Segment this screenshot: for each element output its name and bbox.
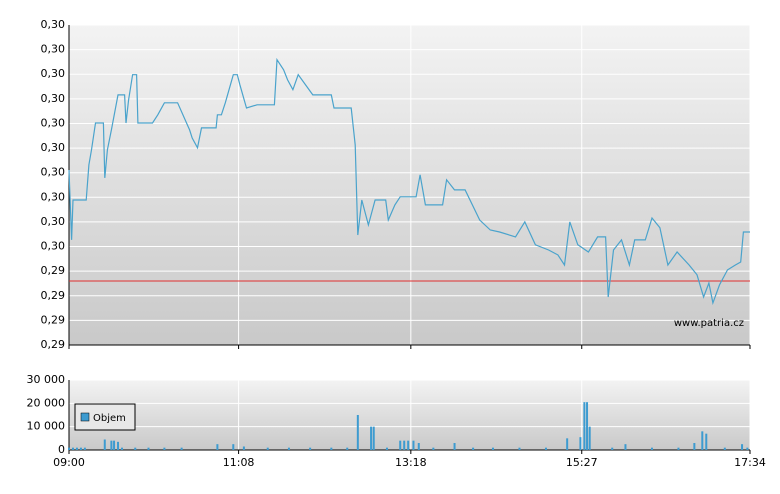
volume-bar: [407, 440, 410, 450]
y-tick-label: 0,30: [41, 67, 66, 80]
y-tick-label: 0,30: [41, 43, 66, 56]
legend-swatch: [80, 412, 90, 422]
volume-bar: [309, 447, 312, 450]
volume-bar: [588, 426, 591, 450]
volume-bar: [723, 447, 726, 450]
volume-bar: [370, 426, 373, 450]
y-tick-label: 0,30: [41, 92, 66, 105]
y-tick-label: 0,29: [41, 338, 66, 351]
x-tick-label: 17:34: [734, 456, 766, 469]
y-tick-label: 0,30: [41, 141, 66, 154]
y-tick-label: 0,30: [41, 215, 66, 228]
volume-bar: [346, 447, 349, 450]
legend-label: Objem: [93, 413, 126, 424]
volume-bar: [677, 447, 680, 450]
y-tick-label: 10 000: [27, 420, 66, 433]
volume-bar: [579, 437, 582, 450]
volume-bar: [583, 402, 586, 450]
volume-bar: [385, 447, 388, 450]
volume-bar: [372, 426, 375, 450]
volume-bar: [330, 447, 333, 450]
plot-background: [69, 25, 750, 345]
volume-bar: [518, 447, 521, 450]
x-tick-label: 15:27: [566, 456, 598, 469]
volume-bar: [412, 440, 415, 450]
volume-bar: [266, 447, 269, 450]
volume-bar: [746, 447, 749, 450]
price-line: [68, 57, 750, 306]
volume-bar: [544, 447, 547, 450]
volume-bar: [120, 447, 123, 450]
volume-bar: [491, 447, 494, 450]
y-tick-label: 0,30: [41, 190, 66, 203]
y-tick-label: 0,30: [41, 18, 66, 31]
volume-bar: [68, 447, 70, 450]
volume-bar: [180, 447, 183, 450]
volume-bar: [472, 447, 475, 450]
volume-bar: [103, 439, 106, 450]
volume-bar: [117, 441, 120, 450]
x-tick-label: 11:08: [223, 456, 255, 469]
volume-bar: [453, 443, 456, 450]
y-tick-label: 20 000: [27, 396, 66, 409]
volume-bar: [71, 447, 74, 450]
y-tick-label: 0,30: [41, 240, 66, 253]
volume-bar: [705, 433, 708, 450]
volume-bar: [134, 447, 137, 450]
volume-bar: [163, 447, 166, 450]
volume-bar: [611, 447, 614, 450]
y-tick-label: 30 000: [27, 373, 66, 386]
watermark: www.patria.cz: [674, 318, 744, 329]
y-tick-label: 0: [58, 443, 65, 456]
volume-bar: [242, 446, 245, 450]
volume-bar: [399, 440, 402, 450]
volume-bar: [741, 444, 744, 450]
volume-bar: [110, 440, 113, 450]
volume-bar: [232, 444, 235, 450]
volume-bar: [287, 447, 290, 450]
volume-bar: [147, 447, 150, 450]
volume-bar: [356, 415, 359, 450]
y-tick-label: 0,30: [41, 116, 66, 129]
volume-bar: [624, 444, 627, 450]
plot-background: [69, 380, 750, 450]
volume-bar: [566, 438, 569, 450]
volume-bar: [79, 447, 82, 450]
volume-bar: [216, 444, 219, 450]
x-tick-label: 13:18: [395, 456, 427, 469]
volume-bar: [693, 443, 696, 450]
y-tick-label: 0,30: [41, 166, 66, 179]
volume-bar: [432, 447, 435, 450]
volume-bar: [650, 447, 653, 450]
y-tick-label: 0,29: [41, 313, 66, 326]
y-tick-label: 0,29: [41, 264, 66, 277]
x-tick-label: 09:00: [53, 456, 85, 469]
volume-bar: [75, 447, 78, 450]
volume-bar: [701, 431, 704, 450]
volume-bar: [417, 443, 420, 450]
y-tick-label: 0,29: [41, 289, 66, 302]
volume-bar: [83, 447, 86, 450]
volume-bar: [403, 440, 406, 450]
volume-bar: [113, 440, 116, 450]
volume-bar: [586, 402, 589, 450]
